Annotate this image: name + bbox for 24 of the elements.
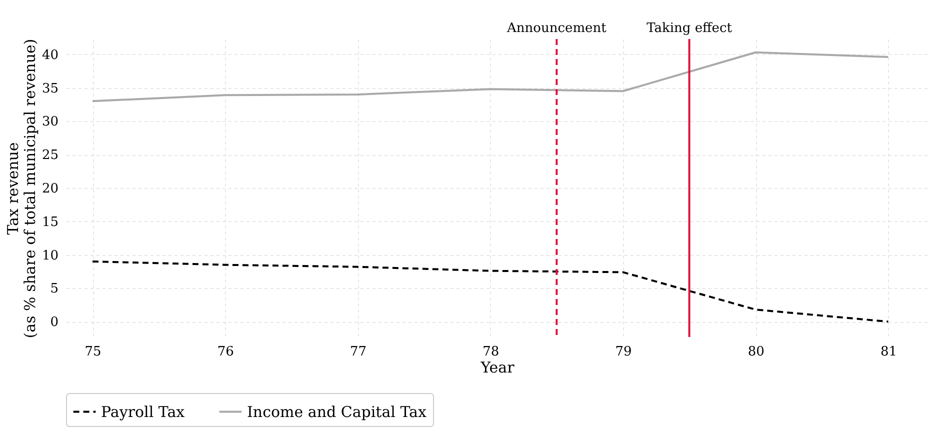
y-tick-label: 25 bbox=[42, 148, 58, 164]
y-tick-label: 5 bbox=[50, 282, 58, 297]
ref-line-label: Announcement bbox=[506, 21, 608, 36]
x-axis-title: Year bbox=[480, 358, 516, 376]
y-tick-label: 40 bbox=[42, 48, 58, 63]
x-tick-label: 78 bbox=[482, 344, 500, 360]
x-tick-label: 77 bbox=[350, 344, 367, 360]
y-tick-label: 0 bbox=[50, 315, 58, 330]
x-tick-label: 80 bbox=[748, 344, 764, 360]
x-tick-label: 81 bbox=[880, 344, 897, 360]
y-tick-label: 10 bbox=[42, 248, 58, 264]
x-tick-label: 79 bbox=[615, 344, 632, 360]
y-tick-label: 20 bbox=[42, 182, 58, 196]
line-series bbox=[92, 51, 890, 102]
line-series bbox=[92, 260, 890, 323]
legend-label: Payroll Tax bbox=[101, 402, 186, 421]
x-tick-label: 76 bbox=[217, 344, 234, 360]
x-tick-label: 75 bbox=[84, 344, 102, 360]
ref-line-label: Taking effect bbox=[646, 21, 733, 36]
y-axis-title: Tax revenue (as % share of total municipal revenue) bbox=[4, 38, 39, 338]
legend-label: Income and Capital Tax bbox=[247, 402, 427, 421]
y-tick-label: 15 bbox=[42, 214, 58, 230]
y-tick-label: 35 bbox=[42, 81, 58, 96]
y-tick-label: 30 bbox=[42, 114, 58, 130]
